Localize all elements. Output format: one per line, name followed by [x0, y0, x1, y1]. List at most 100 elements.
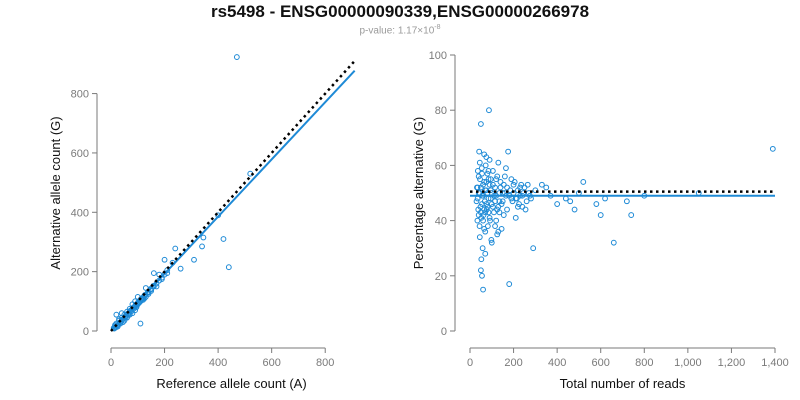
x-tick-label: 1,400: [761, 357, 789, 369]
x-tick-label: 800: [316, 357, 334, 369]
x-tick-label: 200: [504, 357, 522, 369]
data-point: [485, 168, 492, 174]
data-point: [495, 203, 502, 210]
y-tick-label: 40: [435, 216, 447, 228]
data-point: [480, 217, 486, 224]
data-point: [484, 223, 491, 230]
x-tick-label: 800: [635, 357, 653, 369]
data-point: [113, 311, 120, 318]
scatter-plot-percentage-alternative: 0 200 400 600 800 1,000 1,200 1,400 0 20 40 60 80 100…: [411, 50, 789, 391]
x-tick-label: 400: [209, 357, 227, 369]
data-point: [489, 181, 496, 188]
data-point: [512, 214, 519, 221]
data-point: [504, 206, 510, 213]
data-point: [476, 148, 483, 155]
y-tick-label: 20: [435, 271, 447, 283]
data-point: [485, 209, 492, 216]
data-point: [473, 198, 480, 205]
data-point: [500, 212, 507, 218]
data-point: [562, 195, 569, 202]
data-point: [489, 203, 496, 210]
data-point: [492, 223, 498, 230]
pvalue-text: p-value: 1.17×10: [359, 25, 435, 37]
data-point: [488, 237, 495, 243]
data-point: [480, 286, 486, 293]
data-point: [493, 217, 500, 224]
y-tick-label: 100: [429, 50, 447, 62]
data-point: [494, 231, 501, 238]
x-tick-label: 400: [548, 357, 566, 369]
data-point: [481, 179, 488, 185]
data-point: [523, 198, 530, 205]
x-tick-label: 600: [592, 357, 610, 369]
data-point: [482, 228, 489, 235]
data-point: [476, 159, 483, 166]
data-point: [517, 184, 524, 191]
data-point: [496, 209, 503, 216]
y-tick-label: 0: [441, 326, 447, 338]
data-point: [538, 181, 545, 188]
data-point: [479, 170, 485, 177]
data-point: [486, 107, 492, 114]
x-tick-label: 0: [108, 357, 114, 369]
data-point: [477, 184, 484, 191]
data-point: [543, 184, 550, 191]
chart-subtitle: p-value: 1.17×10-8: [0, 24, 800, 36]
data-point: [153, 283, 160, 290]
data-point: [137, 320, 144, 327]
data-point: [516, 201, 522, 207]
data-point: [524, 181, 531, 188]
data-point: [628, 212, 635, 218]
y-tick-label: 400: [71, 207, 89, 219]
data-point: [593, 201, 600, 207]
y-tick-label: 60: [435, 160, 447, 172]
data-point: [474, 184, 481, 191]
data-point: [477, 176, 483, 183]
data-point: [481, 225, 488, 232]
data-point: [200, 234, 207, 241]
data-point: [482, 162, 489, 169]
data-point: [475, 212, 482, 218]
data-point: [199, 243, 205, 250]
data-point: [488, 239, 495, 246]
x-tick-label: 0: [467, 357, 473, 369]
data-point: [505, 148, 512, 155]
data-point: [233, 54, 240, 60]
data-point: [191, 256, 197, 263]
fit-line: [110, 70, 356, 332]
y-tick-label: 800: [71, 89, 89, 101]
y-tick-label: 80: [435, 105, 447, 117]
x-tick-label: 1,000: [674, 357, 702, 369]
y-axis-title: Alternative allele count (G): [48, 116, 63, 269]
data-point: [522, 206, 529, 213]
data-point: [474, 168, 481, 174]
data-point: [225, 264, 232, 271]
data-point: [602, 195, 608, 202]
data-point: [477, 121, 484, 127]
scatter-plot-allele-counts: 0 200 400 600 800 0 200 400 600 800 Reference alle…: [48, 54, 356, 391]
data-point: [554, 201, 561, 207]
reference-line: [110, 60, 356, 332]
y-tick-label: 600: [71, 148, 89, 160]
data-point: [492, 198, 498, 205]
data-point: [478, 256, 485, 263]
data-point: [610, 239, 617, 246]
data-point: [567, 198, 574, 205]
data-point: [515, 203, 521, 210]
data-point: [118, 310, 125, 317]
data-point: [510, 181, 517, 188]
data-point: [518, 181, 525, 188]
data-point: [478, 165, 485, 172]
data-point: [501, 173, 508, 180]
data-point: [493, 176, 500, 183]
data-point: [483, 201, 490, 207]
data-point: [487, 187, 494, 194]
data-point: [769, 145, 776, 152]
data-point: [476, 234, 483, 241]
y-tick-label: 200: [71, 267, 89, 279]
data-point: [172, 245, 179, 252]
data-point: [503, 165, 509, 172]
x-tick-label: 200: [155, 357, 173, 369]
y-axis-title: Percentage alternative (G): [411, 117, 426, 269]
